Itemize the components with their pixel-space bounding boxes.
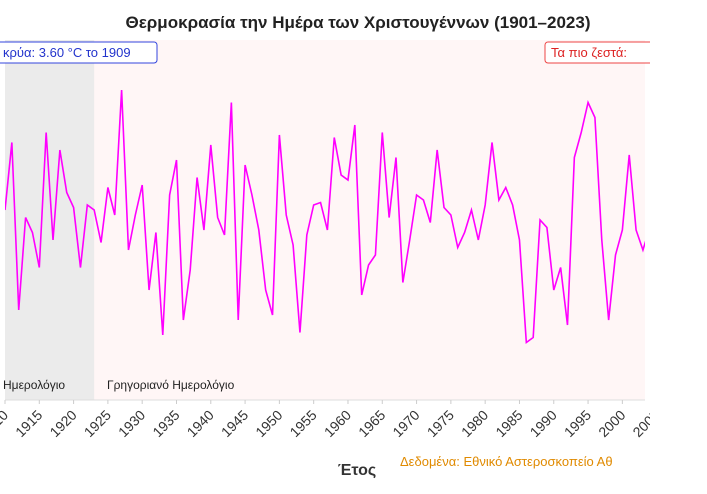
x-tick-label: 1925 xyxy=(81,407,114,440)
source-wrap: Δεδομένα: Εθνικό Αστεροσκοπείο Αθ xyxy=(400,454,613,469)
x-tick-label: 1950 xyxy=(252,407,285,440)
x-tick-label: 1975 xyxy=(424,407,457,440)
x-tick-label: 1990 xyxy=(527,407,560,440)
marks xyxy=(5,40,645,400)
julian-shade xyxy=(5,40,95,400)
x-axis-label: Έτος xyxy=(338,462,376,479)
x-tick-label: 1930 xyxy=(115,407,148,440)
cold-note: κρύα: 3.60 °C το 1909 xyxy=(3,45,131,60)
cold-box xyxy=(0,41,158,64)
x-tick-label: 1995 xyxy=(561,407,594,440)
x-tick-label: 1935 xyxy=(149,407,182,440)
julian-label: Ημερολόγιο xyxy=(3,378,65,392)
x-tick-label: 1940 xyxy=(184,407,217,440)
temperature-line xyxy=(5,89,645,345)
x-tick-label: 1920 xyxy=(46,407,79,440)
x-tick-label: 1910 xyxy=(0,407,11,440)
x-tick-label: 1955 xyxy=(286,407,319,440)
x-tick-label: 1960 xyxy=(321,407,354,440)
warm-note: Τα πιο ζεστά: xyxy=(551,45,627,60)
x-tick-label: 1980 xyxy=(458,407,491,440)
x-tick-label: 1965 xyxy=(355,407,388,440)
x-tick-label: 1970 xyxy=(389,407,422,440)
source: Δεδομένα: Εθνικό Αστεροσκοπείο Αθ xyxy=(400,454,613,469)
x-tick-label: 2000 xyxy=(595,407,628,440)
x-tick-label: 1985 xyxy=(492,407,525,440)
crop-edge xyxy=(650,0,707,494)
chart-title: Θερμοκρασία την Ημέρα των Χριστουγέννων … xyxy=(126,13,591,32)
gregorian-label: Γρηγοριανό Ημερολόγιο xyxy=(107,378,235,392)
x-ticks: 1910 1915 1920 1925 1930 1935 1940 1945 1950 1955… xyxy=(0,400,650,440)
x-tick-label: 1915 xyxy=(12,407,45,440)
x-tick-label: 1945 xyxy=(218,407,251,440)
